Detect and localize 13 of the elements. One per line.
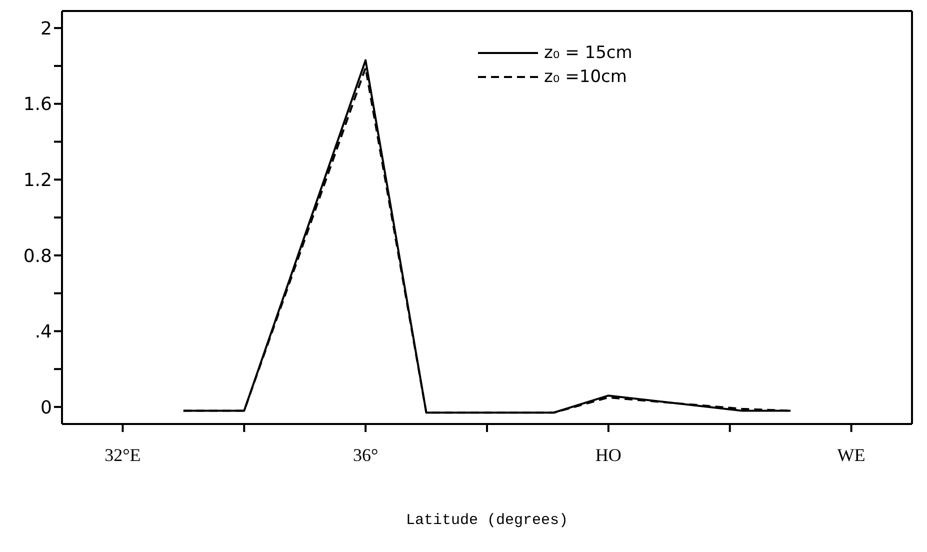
- y-tick-label: 0: [40, 397, 52, 418]
- x-axis-title: Latitude (degrees): [406, 512, 568, 529]
- y-tick-label: 1.6: [23, 94, 52, 116]
- x-tick-label: 32°E: [104, 444, 141, 465]
- y-tick-label: 0.8: [23, 246, 52, 267]
- legend-label: z₀ =10cm: [544, 67, 627, 87]
- y-tick-label: .4: [34, 322, 52, 343]
- x-tick-label: WE: [837, 444, 866, 465]
- legend-label: z₀ = 15cm: [544, 43, 632, 63]
- y-tick-label: 2: [40, 18, 52, 40]
- y-tick-label: 1.2: [23, 170, 52, 191]
- x-tick-label: 36°: [352, 444, 378, 465]
- x-tick-label: HO: [595, 444, 622, 465]
